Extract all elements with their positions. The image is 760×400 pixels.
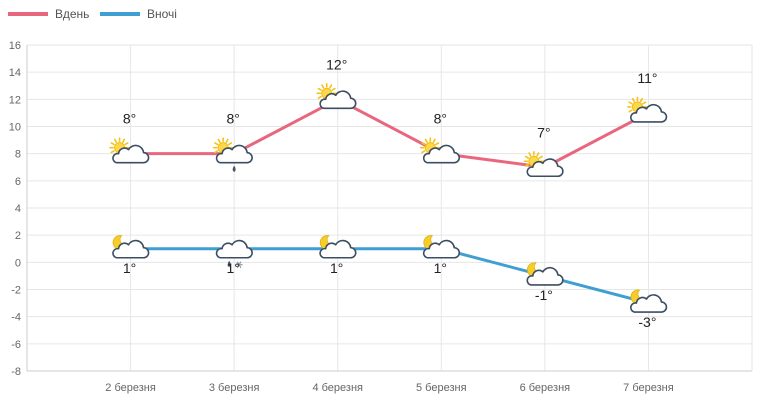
data-label: 1° [123, 260, 136, 276]
x-tick-label: 3 березня [209, 382, 260, 394]
moon-cloud-icon [319, 235, 357, 259]
series-line-day [129, 97, 650, 169]
y-tick-label: 12 [9, 94, 21, 106]
y-tick-label: 14 [9, 67, 21, 79]
sun-cloud-icon [419, 137, 461, 164]
data-label: 11° [637, 70, 657, 86]
x-axis: 2 березня 3 березня 4 березня 5 березня 6 бе… [105, 382, 673, 394]
legend-swatch-night [100, 12, 140, 16]
legend-label-day: Вдень [55, 7, 89, 21]
y-tick-label: 8 [15, 149, 21, 161]
cloud-icon [630, 103, 668, 123]
moon-cloud-icon [112, 235, 150, 259]
moon-cloud-icon [630, 289, 668, 313]
data-labels: 8° 8° 12° 8° 7° 11° 1° 1° 1° 1° -1° -3° [123, 56, 658, 330]
y-tick-label: 10 [9, 122, 21, 134]
data-label: -1° [535, 287, 553, 303]
data-label: -3° [638, 314, 656, 330]
cloud-icon [112, 144, 150, 164]
sun-cloud-icon [627, 96, 668, 123]
y-tick-label: -4 [11, 312, 21, 324]
cloud-icon [215, 144, 253, 164]
cloud-icon [215, 239, 253, 259]
moon-cloud-icon [526, 262, 564, 286]
series-lines [128, 96, 651, 306]
x-tick-label: 5 березня [416, 382, 467, 394]
cloud-icon [422, 144, 461, 164]
data-label: 8° [123, 111, 136, 127]
moon-cloud-icon [422, 235, 461, 259]
data-label: 1° [434, 260, 447, 276]
data-label: 7° [537, 124, 550, 140]
data-label: 1° [330, 260, 343, 276]
data-label: 12° [326, 56, 347, 72]
cloud-rain-snow-icon [215, 239, 253, 269]
legend-swatch-day [8, 12, 48, 16]
data-label: 8° [226, 111, 239, 127]
x-tick-label: 4 березня [312, 382, 363, 394]
series-line-night [129, 247, 650, 305]
sun-cloud-icon [523, 150, 564, 178]
y-tick-label: -2 [11, 285, 21, 297]
weather-icons [109, 83, 668, 313]
y-tick-label: 2 [15, 230, 21, 242]
y-tick-label: -8 [11, 366, 21, 378]
grid [26, 44, 753, 372]
sun-cloud-rain-icon [212, 137, 253, 173]
cloud-icon [630, 294, 668, 313]
y-tick-label: 16 [9, 40, 21, 52]
raindrop-icon [227, 260, 231, 268]
cloud-icon [319, 239, 357, 259]
y-tick-label: 6 [15, 176, 21, 188]
cloud-icon [422, 239, 461, 259]
data-label: 8° [434, 111, 447, 127]
legend-label-night: Вночі [147, 7, 177, 21]
y-axis: -8 -6 -4 -2 0 2 4 6 8 10 12 14 16 [9, 40, 21, 378]
sun-cloud-icon [316, 83, 357, 110]
y-tick-label: 4 [15, 203, 21, 215]
x-tick-label: 7 березня [623, 382, 674, 394]
x-tick-label: 2 березня [105, 382, 156, 394]
y-tick-label: 0 [15, 257, 21, 269]
cloud-icon [526, 266, 564, 286]
x-tick-label: 6 березня [520, 382, 571, 394]
sun-cloud-icon [109, 137, 150, 164]
raindrop-icon [232, 165, 236, 173]
cloud-icon [526, 158, 564, 178]
snowflake-icon [235, 261, 243, 269]
cloud-icon [112, 239, 150, 259]
y-tick-label: -6 [11, 339, 21, 351]
legend: Вдень Вночі [8, 7, 177, 21]
cloud-icon [319, 90, 357, 110]
data-label: 1° [226, 260, 239, 276]
